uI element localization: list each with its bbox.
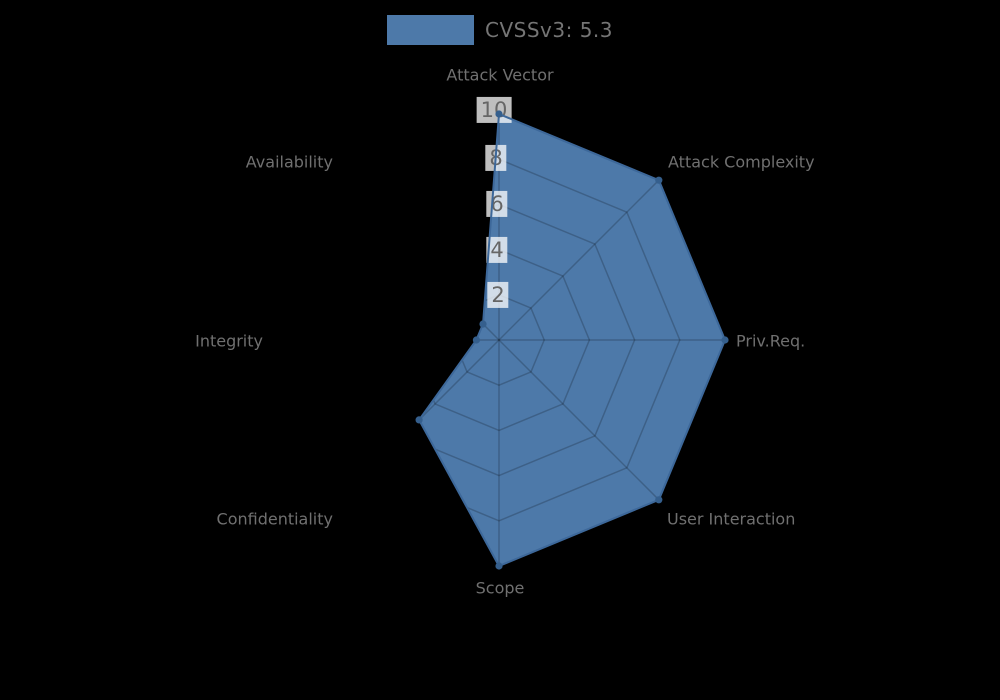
- axis-label-priv-req: Priv.Req.: [736, 331, 806, 351]
- tick-label-2: 2: [487, 281, 509, 309]
- axis-label-availability: Availability: [245, 152, 333, 172]
- axis-label-scope: Scope: [475, 578, 525, 598]
- tick-label-4: 4: [486, 236, 508, 264]
- legend-label: CVSSv3: 5.3: [485, 18, 613, 42]
- axis-label-integrity: Integrity: [195, 331, 263, 351]
- axis-label-attack-vector: Attack Vector: [446, 65, 554, 85]
- axis-label-confidentiality: Confidentiality: [216, 509, 333, 529]
- legend-item[interactable]: CVSSv3: 5.3: [387, 15, 613, 45]
- axis-label-attack-complexity: Attack Complexity: [668, 152, 815, 172]
- legend: CVSSv3: 5.3: [0, 15, 1000, 45]
- tick-label-10: 10: [476, 96, 512, 124]
- axis-label-user-interaction: User Interaction: [667, 509, 796, 529]
- legend-swatch: [387, 15, 474, 45]
